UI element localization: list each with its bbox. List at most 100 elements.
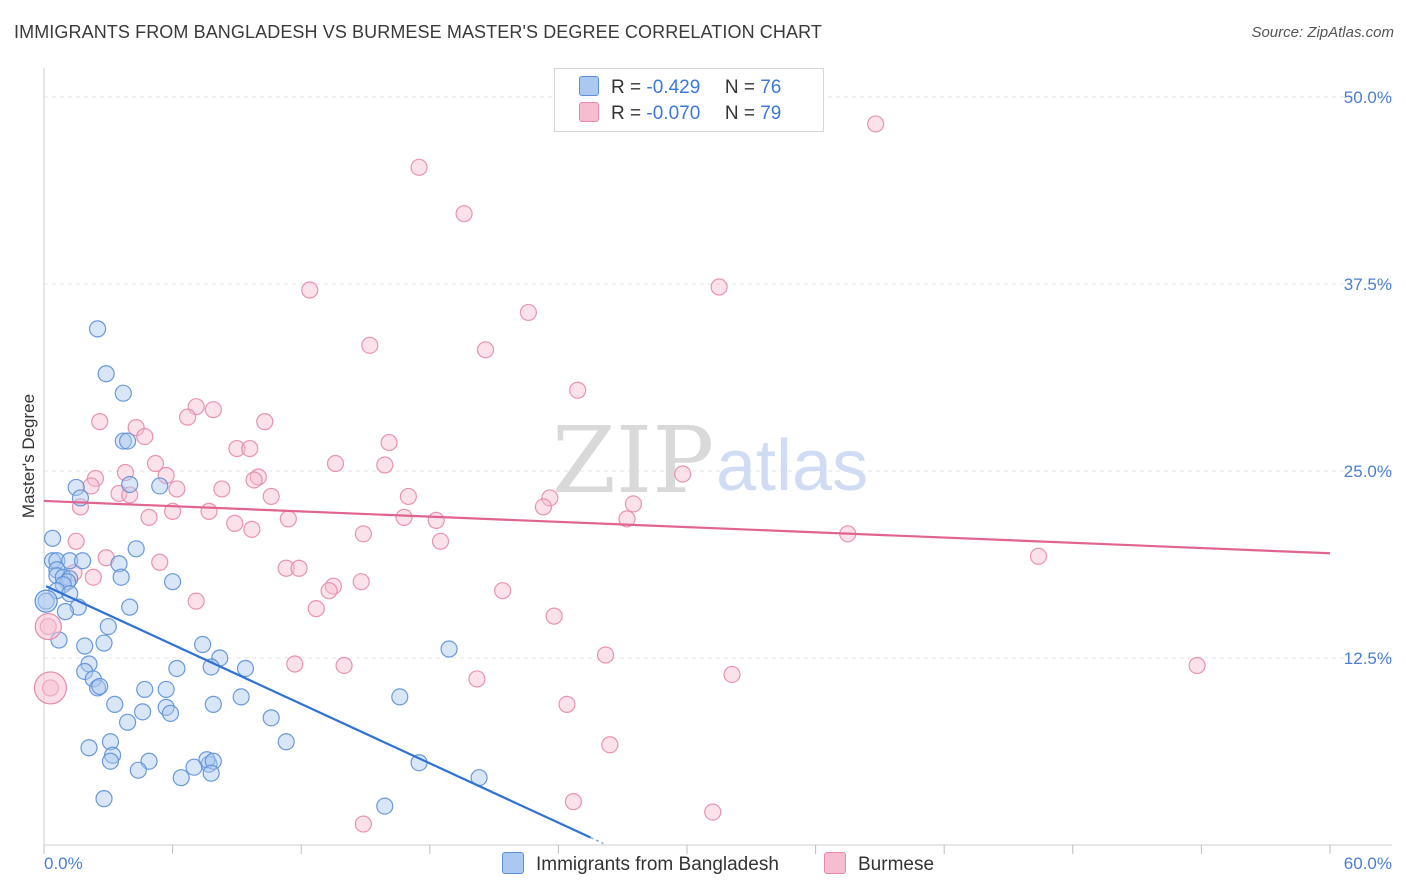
point-burmese (320, 582, 338, 600)
point-bangladesh (110, 555, 128, 573)
point-burmese (200, 502, 218, 520)
point-bangladesh (391, 688, 409, 706)
point-burmese-large (33, 671, 68, 705)
point-bangladesh (168, 659, 186, 678)
y-tick-label: 25.0% (1344, 462, 1392, 481)
point-burmese (91, 413, 109, 431)
point-bangladesh (91, 677, 109, 696)
legend-swatch-blue (579, 76, 599, 96)
trend-layer (43, 499, 1331, 845)
point-burmese (228, 439, 246, 458)
point-bangladesh (56, 603, 75, 621)
point-bangladesh (61, 570, 79, 588)
grid-layer (44, 96, 1392, 659)
point-burmese (168, 480, 186, 498)
point-burmese (564, 793, 583, 811)
point-burmese (410, 158, 428, 176)
point-burmese (723, 665, 741, 684)
point-burmese (179, 408, 197, 426)
point-burmese (204, 401, 222, 419)
ticks-layer: 0.0% 60.0% 12.5% 25.0% 37.5% 50.0% (44, 88, 1392, 873)
point-burmese (286, 655, 304, 673)
point-burmese (596, 646, 615, 664)
point-burmese (256, 413, 274, 431)
point-burmese (541, 489, 559, 507)
point-burmese (151, 553, 169, 571)
point-burmese (136, 427, 154, 446)
point-bangladesh (67, 478, 85, 497)
y-axis-label: Master's Degree (19, 394, 38, 518)
point-bangladesh (232, 688, 250, 706)
point-bangladesh (54, 576, 72, 594)
point-bangladesh (198, 751, 216, 769)
trend-line-bangladesh (45, 585, 592, 839)
point-burmese (380, 433, 398, 452)
point-burmese-large (34, 612, 62, 641)
point-burmese (395, 508, 413, 526)
correlation-legend: R = -0.429 N = 76 R = -0.070 N = 79 (554, 68, 824, 132)
point-bangladesh (127, 540, 145, 558)
legend-row-bangladesh: R = -0.429 N = 76 (579, 76, 781, 100)
bottom-legend-bangladesh: Immigrants from Bangladesh (502, 852, 779, 876)
point-burmese (710, 278, 728, 296)
y-tick-label: 50.0% (1344, 88, 1392, 107)
legend-r-value: -0.070 (646, 103, 701, 124)
point-burmese (534, 498, 552, 516)
point-burmese (187, 592, 205, 610)
point-bangladesh (376, 797, 394, 815)
point-bangladesh (157, 680, 175, 699)
point-burmese (326, 454, 345, 473)
point-bangladesh (114, 432, 132, 450)
point-burmese (243, 520, 261, 538)
point-burmese (277, 559, 295, 577)
point-bangladesh (80, 739, 98, 757)
point-burmese (157, 466, 175, 485)
legend-r-label: R = (611, 103, 642, 124)
point-bangladesh (164, 573, 182, 591)
y-tick-label: 12.5% (1344, 649, 1392, 668)
point-burmese (67, 532, 85, 550)
point-burmese (354, 815, 372, 833)
point-bangladesh (136, 680, 154, 699)
point-bangladesh (101, 752, 120, 770)
point-burmese (674, 465, 692, 483)
point-bangladesh (194, 635, 212, 654)
point-bangladesh (95, 790, 113, 808)
bottom-legend-label-burmese: Burmese (858, 854, 935, 875)
legend-n-label: N = (724, 77, 755, 98)
legend-n-label: N = (724, 103, 755, 124)
point-bangladesh (48, 552, 66, 570)
point-burmese (361, 336, 379, 354)
axis-layer (43, 68, 1392, 854)
point-burmese (226, 514, 244, 532)
trend-extension-bangladesh (590, 836, 604, 845)
point-bangladesh (133, 703, 152, 721)
point-bangladesh (43, 529, 62, 547)
point-burmese (241, 439, 259, 458)
y-tick-label: 37.5% (1344, 275, 1392, 294)
point-burmese (569, 381, 587, 399)
point-burmese (427, 511, 445, 529)
point-burmese (82, 477, 100, 495)
point-bangladesh (121, 475, 139, 494)
point-burmese (335, 656, 353, 675)
point-burmese (867, 115, 885, 133)
point-bangladesh (185, 758, 203, 776)
point-burmese (545, 607, 563, 625)
point-bangladesh (277, 733, 295, 751)
point-burmese (1029, 547, 1048, 565)
legend-row-burmese: R = -0.070 N = 79 (579, 102, 781, 126)
point-burmese (140, 508, 158, 526)
legend-r-value: -0.429 (646, 77, 701, 98)
point-burmese (468, 670, 486, 688)
legend-swatch-pink (579, 102, 599, 122)
point-bangladesh (440, 640, 458, 658)
point-bangladesh (76, 637, 94, 655)
point-burmese (290, 559, 308, 577)
source-label: Source: ZipAtlas.com (1251, 24, 1394, 41)
watermark: ZIP atlas (552, 407, 868, 514)
x-tick-label-max: 60.0% (1344, 854, 1392, 873)
watermark-atlas: atlas (716, 426, 868, 506)
point-bangladesh (97, 365, 115, 383)
